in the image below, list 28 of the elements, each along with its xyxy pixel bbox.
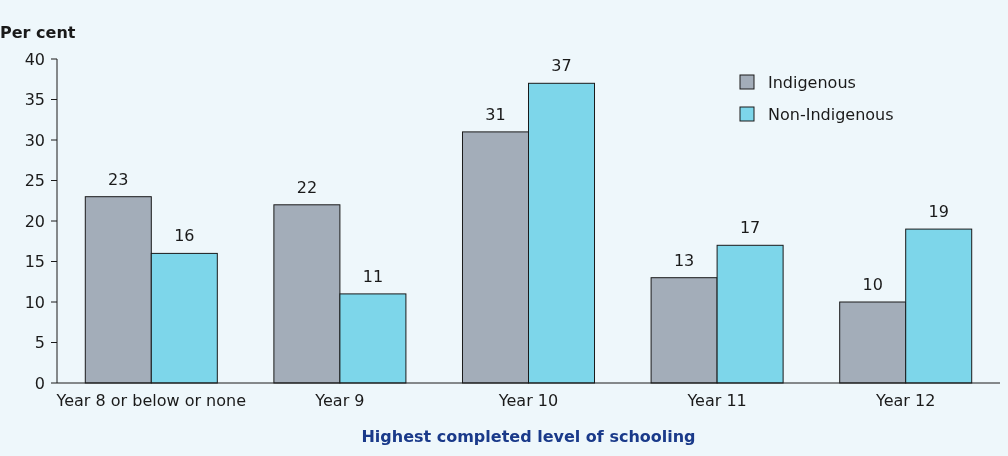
data-label: 23: [108, 169, 129, 189]
data-label: 16: [174, 226, 195, 246]
legend-label: Non-Indigenous: [768, 104, 894, 124]
y-tick-label: 30: [24, 130, 45, 150]
y-tick-label: 10: [24, 292, 45, 312]
y-tick-label: 25: [24, 171, 45, 191]
data-label: 13: [673, 250, 695, 270]
x-tick-label: Year 9: [314, 391, 365, 410]
data-label: 37: [551, 56, 572, 76]
x-tick-label: Year 10: [497, 391, 559, 410]
data-label: 11: [362, 266, 384, 286]
y-tick-label: 0: [34, 373, 45, 393]
x-tick-label: Year 11: [686, 391, 747, 410]
y-tick-label: 20: [24, 211, 45, 231]
legend-label: Indigenous: [768, 72, 856, 92]
x-tick-label: Year 8 or below or none: [55, 391, 247, 410]
data-label: 31: [485, 104, 506, 124]
y-tick-label: 40: [24, 49, 45, 69]
y-tick-label: 15: [24, 252, 45, 272]
y-tick-label: 5: [34, 333, 45, 353]
data-label: 10: [862, 275, 883, 294]
y-tick-label: 35: [24, 90, 45, 110]
x-axis-title: Highest completed level of schooling: [361, 427, 696, 446]
data-label: 22: [296, 177, 318, 197]
data-label: 17: [739, 218, 761, 238]
y-axis-title: Per cent: [0, 23, 76, 42]
data-label: 19: [928, 202, 949, 222]
x-tick-label: Year 12: [875, 391, 936, 410]
